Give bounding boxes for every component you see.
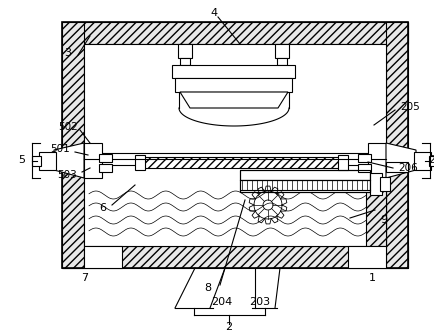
Polygon shape	[385, 143, 415, 178]
Text: 503: 503	[57, 170, 77, 180]
Text: 8: 8	[204, 283, 211, 293]
Bar	[347, 246, 385, 268]
Bar	[84, 246, 122, 268]
Bar	[62, 22, 407, 44]
Bar	[62, 22, 84, 268]
Text: 6: 6	[99, 203, 106, 213]
Bar	[62, 22, 407, 268]
Bar	[84, 44, 385, 246]
Bar	[413, 152, 430, 170]
Bar	[367, 143, 385, 178]
Bar	[171, 65, 294, 78]
Bar	[337, 155, 347, 170]
Bar	[379, 177, 389, 191]
Bar	[180, 58, 190, 65]
Bar	[84, 44, 385, 246]
Bar	[276, 58, 286, 65]
Bar	[178, 44, 191, 58]
Bar	[428, 156, 434, 166]
Text: 5: 5	[19, 155, 26, 165]
Bar	[385, 162, 407, 172]
Text: 205: 205	[399, 102, 419, 112]
Bar	[174, 78, 291, 92]
Text: 203: 203	[249, 297, 270, 307]
Bar	[369, 173, 381, 195]
Text: 2: 2	[225, 322, 232, 332]
Bar	[99, 154, 112, 162]
Bar	[385, 22, 407, 268]
Bar	[99, 164, 112, 172]
Bar	[135, 155, 145, 170]
Text: 3: 3	[64, 48, 71, 58]
Bar	[84, 153, 385, 165]
Bar	[39, 152, 56, 170]
Bar	[140, 157, 339, 168]
Text: 502: 502	[58, 122, 78, 132]
Text: 4: 4	[210, 8, 217, 18]
Text: 501: 501	[50, 144, 70, 154]
Bar	[240, 170, 369, 192]
Bar	[32, 156, 41, 166]
Bar	[84, 143, 102, 178]
Text: 1: 1	[368, 273, 375, 283]
Bar	[365, 165, 385, 246]
Bar	[240, 170, 369, 180]
Text: 7: 7	[81, 273, 89, 283]
Text: 206: 206	[397, 163, 417, 173]
Polygon shape	[180, 92, 287, 108]
Bar	[240, 180, 369, 192]
Bar	[357, 164, 370, 172]
Text: 204: 204	[211, 297, 232, 307]
Text: 9: 9	[379, 215, 386, 225]
Text: 2: 2	[427, 155, 434, 165]
Bar	[357, 154, 370, 162]
Bar	[62, 246, 407, 268]
Bar	[274, 44, 288, 58]
Polygon shape	[54, 143, 84, 178]
